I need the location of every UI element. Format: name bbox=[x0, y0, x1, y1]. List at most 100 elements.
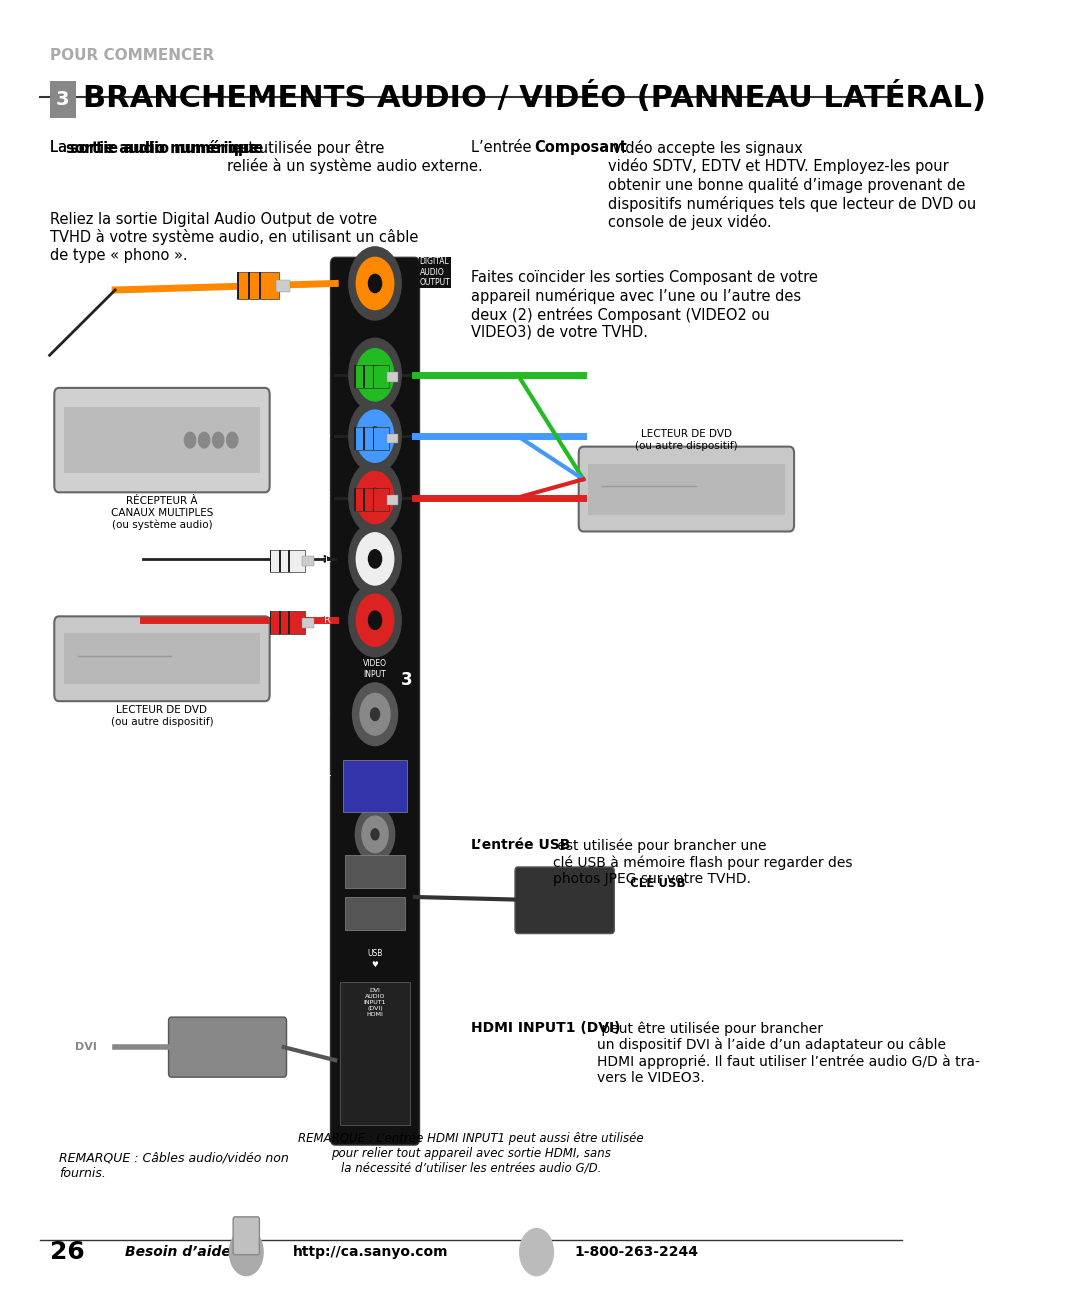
Circle shape bbox=[368, 274, 381, 292]
Bar bbox=[354, 366, 355, 388]
Text: REMARQUE : Câbles audio/vidéo non
fournis.: REMARQUE : Câbles audio/vidéo non fourni… bbox=[59, 1151, 288, 1180]
Text: 26: 26 bbox=[50, 1240, 84, 1264]
Text: VIDEO
INPUT: VIDEO INPUT bbox=[363, 659, 387, 679]
Circle shape bbox=[349, 522, 402, 595]
Text: sortie audio numérique: sortie audio numérique bbox=[67, 140, 260, 156]
FancyBboxPatch shape bbox=[233, 1217, 259, 1255]
Circle shape bbox=[370, 708, 379, 721]
Bar bbox=[373, 366, 375, 388]
Bar bbox=[354, 488, 355, 511]
Bar bbox=[270, 611, 305, 633]
Bar bbox=[279, 611, 281, 633]
Text: 1-800-263-2244: 1-800-263-2244 bbox=[573, 1245, 698, 1259]
Bar bbox=[276, 281, 291, 291]
Bar bbox=[270, 549, 271, 573]
Circle shape bbox=[372, 829, 379, 840]
Text: est utilisée pour être
reliée à un système audio externe.: est utilisée pour être reliée à un systè… bbox=[227, 140, 483, 174]
FancyBboxPatch shape bbox=[168, 1017, 286, 1078]
Text: DVI
AUDIO
INPUT1
(DVI)
HDMI: DVI AUDIO INPUT1 (DVI) HDMI bbox=[364, 988, 387, 1016]
Circle shape bbox=[356, 349, 394, 401]
Text: L: L bbox=[325, 553, 330, 564]
Text: Reliez la sortie Digital Audio Output de votre
TVHD à votre système audio, en ut: Reliez la sortie Digital Audio Output de… bbox=[50, 211, 418, 262]
Text: LECTEUR DE DVD
(ou autre dispositif): LECTEUR DE DVD (ou autre dispositif) bbox=[110, 705, 213, 726]
Circle shape bbox=[356, 472, 394, 523]
Bar bbox=[387, 434, 399, 443]
Bar bbox=[345, 855, 405, 888]
FancyBboxPatch shape bbox=[54, 388, 270, 493]
Bar bbox=[340, 982, 410, 1125]
Bar bbox=[259, 271, 261, 299]
Text: R: R bbox=[324, 615, 330, 625]
Text: PC INPUT: PC INPUT bbox=[296, 775, 330, 784]
Text: BRANCHEMENTS AUDIO / VIDÉO (PANNEAU LATÉRAL): BRANCHEMENTS AUDIO / VIDÉO (PANNEAU LATÉ… bbox=[83, 81, 986, 113]
Bar bbox=[64, 633, 260, 684]
Circle shape bbox=[352, 683, 397, 746]
Circle shape bbox=[355, 808, 394, 861]
Text: POUR COMMENCER: POUR COMMENCER bbox=[50, 49, 214, 63]
Circle shape bbox=[349, 246, 402, 320]
Text: Pr: Pr bbox=[319, 493, 330, 502]
FancyBboxPatch shape bbox=[54, 616, 270, 701]
Circle shape bbox=[368, 427, 381, 446]
Bar bbox=[354, 427, 389, 450]
Text: L’entrée: L’entrée bbox=[471, 140, 536, 155]
Circle shape bbox=[356, 257, 394, 309]
Text: 3: 3 bbox=[402, 671, 413, 690]
FancyBboxPatch shape bbox=[579, 447, 794, 531]
FancyBboxPatch shape bbox=[50, 81, 76, 118]
FancyBboxPatch shape bbox=[330, 257, 419, 1145]
Bar bbox=[363, 488, 365, 511]
Circle shape bbox=[368, 489, 381, 506]
Circle shape bbox=[349, 583, 402, 657]
Bar bbox=[387, 496, 399, 505]
Bar bbox=[270, 611, 271, 633]
Text: est utilisée pour brancher une
clé USB à mémoire flash pour regarder des
photos : est utilisée pour brancher une clé USB à… bbox=[553, 838, 853, 886]
Text: sortie audio numérique: sortie audio numérique bbox=[70, 140, 264, 156]
Bar bbox=[373, 488, 375, 511]
Text: HDMI INPUT1 (DVI): HDMI INPUT1 (DVI) bbox=[471, 1021, 621, 1034]
Bar bbox=[302, 617, 314, 628]
Circle shape bbox=[227, 433, 238, 448]
Text: DVI: DVI bbox=[75, 1042, 96, 1053]
Text: La: La bbox=[50, 140, 71, 155]
Bar bbox=[373, 427, 375, 450]
Bar bbox=[363, 366, 365, 388]
Circle shape bbox=[356, 532, 394, 585]
Bar bbox=[270, 549, 305, 573]
Circle shape bbox=[349, 338, 402, 412]
Circle shape bbox=[360, 694, 390, 735]
Bar bbox=[302, 556, 314, 566]
Bar bbox=[237, 271, 239, 299]
Circle shape bbox=[356, 410, 394, 463]
Text: LECTEUR DE DVD
(ou autre dispositif): LECTEUR DE DVD (ou autre dispositif) bbox=[635, 429, 738, 451]
Text: Faites coïncider les sorties Composant de votre
appareil numérique avec l’une ou: Faites coïncider les sorties Composant d… bbox=[471, 270, 818, 340]
Circle shape bbox=[199, 433, 210, 448]
Circle shape bbox=[368, 549, 381, 568]
Text: USB
♥: USB ♥ bbox=[367, 949, 382, 969]
Bar bbox=[279, 549, 281, 573]
Text: La: La bbox=[50, 140, 71, 155]
Bar bbox=[363, 427, 365, 450]
Text: Pb: Pb bbox=[316, 431, 330, 442]
Bar bbox=[387, 372, 399, 382]
Text: REMARQUE : L’entrée HDMI INPUT1 peut aussi être utilisée
pour relier tout appare: REMARQUE : L’entrée HDMI INPUT1 peut aus… bbox=[298, 1131, 644, 1175]
Circle shape bbox=[185, 433, 195, 448]
Text: http://ca.sanyo.com: http://ca.sanyo.com bbox=[293, 1245, 448, 1259]
Bar bbox=[342, 760, 407, 812]
Text: RÉCEPTEUR À
CANAUX MULTIPLES
(ou système audio): RÉCEPTEUR À CANAUX MULTIPLES (ou système… bbox=[111, 497, 213, 530]
Bar bbox=[354, 488, 389, 511]
Bar bbox=[288, 549, 291, 573]
Text: vidéo accepte les signaux
vidéo SDTV, EDTV et HDTV. Employez-les pour
obtenir un: vidéo accepte les signaux vidéo SDTV, ED… bbox=[608, 140, 976, 231]
Circle shape bbox=[213, 433, 224, 448]
Text: AUDIO: AUDIO bbox=[306, 709, 330, 718]
Circle shape bbox=[519, 1228, 553, 1276]
Text: Composant: Composant bbox=[535, 140, 627, 155]
Bar bbox=[354, 427, 355, 450]
Circle shape bbox=[362, 815, 388, 852]
Bar bbox=[64, 408, 260, 473]
Text: Besoin d’aide?: Besoin d’aide? bbox=[124, 1245, 239, 1259]
Bar bbox=[354, 366, 389, 388]
Circle shape bbox=[368, 366, 381, 384]
Bar bbox=[589, 464, 785, 514]
FancyBboxPatch shape bbox=[515, 867, 615, 933]
